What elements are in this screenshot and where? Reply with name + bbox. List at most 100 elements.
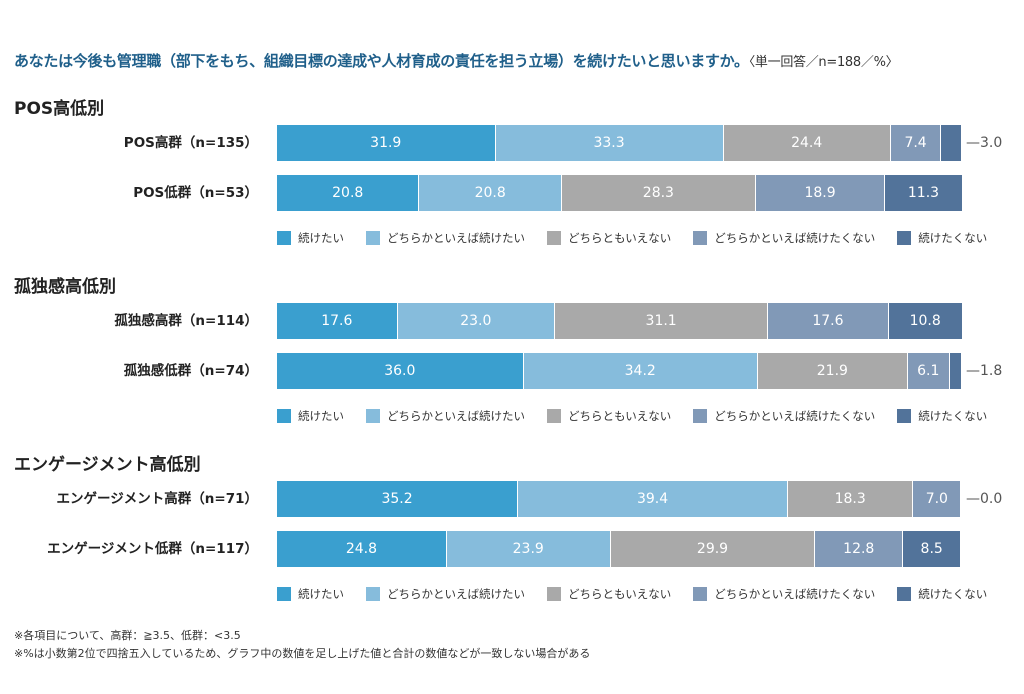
bar-segment: 7.4 — [890, 125, 942, 161]
chart-title: あなたは今後も管理職（部下をもち、組織目標の達成や人材育成の責任を担う立場）を続… — [14, 50, 899, 71]
legend-swatch — [897, 409, 912, 423]
row-label: POS高群（n=135） — [123, 135, 258, 151]
bar-segment: 23.0 — [397, 303, 556, 339]
legend-item: 続けたい — [277, 408, 344, 424]
bar-segment: 23.9 — [446, 531, 611, 567]
bar-segment: 39.4 — [518, 481, 788, 517]
bar-segment: 21.9 — [757, 353, 908, 389]
data-label: 21.9 — [816, 363, 848, 379]
legend-label: 続けたい — [298, 231, 344, 245]
footnote-1: ※各項目について、高群：≧3.5、低群：<3.5 — [14, 629, 241, 642]
data-label: 7.0 — [925, 491, 948, 507]
data-label: 23.0 — [460, 313, 492, 329]
legend-item: 続けたい — [277, 586, 344, 602]
legend-item: どちらともいえない — [547, 586, 671, 602]
legend-swatch — [277, 231, 291, 245]
legend-swatch — [366, 231, 380, 245]
legend-label: どちらかといえば続けたい — [387, 231, 525, 245]
bar-segment: 7.0 — [913, 481, 962, 517]
legend-swatch — [693, 231, 708, 245]
legend-swatch — [547, 409, 561, 423]
legend-label: 続けたくない — [918, 409, 988, 423]
legend-label: どちらかといえば続けたい — [387, 587, 525, 601]
data-label: 20.8 — [332, 185, 364, 201]
legend-label: どちらかといえば続けたくない — [714, 587, 876, 601]
bar-segment: 17.6 — [277, 303, 398, 339]
legend-swatch — [547, 231, 561, 245]
data-label: 31.9 — [370, 135, 402, 151]
legend-item: 続けたくない — [897, 230, 987, 246]
bar-segment: 20.8 — [277, 175, 420, 211]
bar-segment: 18.9 — [755, 175, 886, 211]
bar-segment: 24.8 — [277, 531, 447, 567]
legend-swatch — [897, 231, 912, 245]
legend-item: どちらかといえば続けたくない — [693, 586, 875, 602]
data-label: 17.6 — [321, 313, 353, 329]
legend-item: 続けたくない — [897, 408, 987, 424]
data-label: 36.0 — [384, 363, 416, 379]
row-label: 孤独感高群（n=114） — [114, 313, 258, 329]
legend-label: 続けたくない — [918, 231, 988, 245]
data-label: 31.1 — [645, 313, 677, 329]
row-label: 孤独感低群（n=74） — [123, 363, 258, 379]
legend-swatch — [366, 587, 380, 601]
group-title: エンゲージメント高低別 — [14, 455, 201, 475]
legend-item: どちらともいえない — [547, 230, 671, 246]
legend-label: 続けたい — [298, 587, 344, 601]
legend-swatch — [693, 587, 708, 601]
outside-data-label: —3.0 — [966, 135, 1003, 151]
bar-segment: 35.2 — [277, 481, 519, 517]
bar-segment — [949, 353, 962, 389]
bar-segment: 8.5 — [903, 531, 962, 567]
data-label: 24.4 — [791, 135, 823, 151]
data-label: 24.8 — [345, 541, 378, 557]
data-label: 6.1 — [917, 363, 940, 379]
stacked-bar: 36.0 34.2 21.9 6.1 — [277, 353, 962, 389]
data-label: 28.3 — [642, 185, 674, 201]
legend-swatch — [897, 587, 912, 601]
legend-label: どちらかといえば続けたい — [387, 409, 525, 423]
legend-swatch — [277, 587, 291, 601]
bar-segment: 31.1 — [555, 303, 769, 339]
bar-segment: 33.3 — [495, 125, 724, 161]
data-label: 12.8 — [843, 541, 875, 557]
data-label: 20.8 — [474, 185, 506, 201]
legend-label: どちらかといえば続けたくない — [714, 409, 876, 423]
data-label: 34.2 — [624, 363, 656, 379]
bar-segment: 36.0 — [277, 353, 524, 389]
bar-segment: 31.9 — [277, 125, 496, 161]
legend-swatch — [366, 409, 380, 423]
data-label: 7.4 — [904, 135, 927, 151]
legend-item: どちらかといえば続けたくない — [693, 230, 875, 246]
row-label: エンゲージメント高群（n=71） — [56, 491, 258, 507]
legend-label: 続けたくない — [918, 587, 988, 601]
title-text: あなたは今後も管理職（部下をもち、組織目標の達成や人材育成の責任を担う立場）を続… — [14, 52, 749, 70]
legend-label: どちらともいえない — [568, 587, 672, 601]
bar-segment: 29.9 — [610, 531, 816, 567]
group-title: 孤独感高低別 — [14, 277, 116, 297]
bar-segment: 34.2 — [523, 353, 758, 389]
bar-segment: 17.6 — [768, 303, 889, 339]
row-label: POS低群（n=53） — [133, 185, 258, 201]
legend-item: 続けたい — [277, 230, 344, 246]
data-label: 23.9 — [512, 541, 544, 557]
bar-segment: 11.3 — [885, 175, 963, 211]
bar-segment: 12.8 — [815, 531, 904, 567]
title-note: 〈単一回答／n=188／%〉 — [748, 55, 899, 70]
group-title: POS高低別 — [14, 99, 105, 119]
legend-label: どちらかといえば続けたくない — [714, 231, 876, 245]
bar-segment — [941, 125, 962, 161]
legend-swatch — [693, 409, 708, 423]
data-label: 39.4 — [636, 491, 669, 507]
bar-segment: 18.3 — [788, 481, 914, 517]
legend: 続けたい どちらかといえば続けたい どちらともいえない どちらかといえば続けたくない 続… — [277, 408, 1009, 424]
legend-item: 続けたくない — [897, 586, 987, 602]
legend-item: どちらかといえば続けたい — [366, 408, 525, 424]
outside-data-label: —0.0 — [966, 491, 1003, 507]
legend: 続けたい どちらかといえば続けたい どちらともいえない どちらかといえば続けたくない 続… — [277, 230, 1009, 246]
bar-segment: 24.4 — [723, 125, 891, 161]
outside-data-label: —1.8 — [966, 363, 1003, 379]
data-label: 11.3 — [907, 185, 940, 201]
bar-segment: 28.3 — [561, 175, 756, 211]
bar-segment: 6.1 — [907, 353, 950, 389]
